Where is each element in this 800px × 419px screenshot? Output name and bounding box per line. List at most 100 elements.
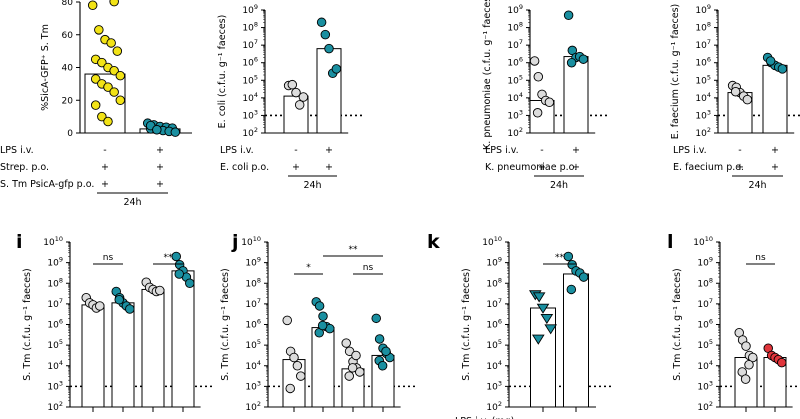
y-tick-label: 109 bbox=[245, 256, 261, 269]
tick-exponent: 3 bbox=[707, 108, 711, 116]
row-label: Strep. p.o. bbox=[0, 162, 49, 173]
data-point bbox=[318, 311, 328, 322]
panel-h: 0 20 40 60 80 %SicA-GFP⁺ S. Tm LPS i.v. - + Strep… bbox=[0, 0, 192, 208]
tick-base: 10 bbox=[507, 94, 519, 104]
row-value: - bbox=[738, 145, 741, 156]
y-tick-label: 20 bbox=[62, 96, 74, 106]
tick-exponent: 8 bbox=[707, 21, 711, 29]
data-point bbox=[114, 295, 124, 305]
data-point bbox=[95, 301, 105, 311]
tick-base: 10 bbox=[242, 129, 254, 139]
row-value: + bbox=[156, 145, 164, 156]
y-tick-label: 80 bbox=[62, 0, 74, 8]
tick-exponent: 3 bbox=[59, 379, 63, 387]
y-tick-label: 108 bbox=[697, 276, 713, 289]
data-point bbox=[185, 278, 195, 289]
data-point bbox=[125, 304, 135, 314]
data-point bbox=[103, 116, 113, 127]
data-point bbox=[320, 29, 331, 40]
y-tick-label: 106 bbox=[507, 56, 523, 69]
tick-base: 10 bbox=[697, 321, 709, 331]
data-point bbox=[97, 111, 107, 122]
timepoint-label: 24h bbox=[123, 197, 141, 208]
data-point bbox=[347, 363, 358, 373]
data-point bbox=[765, 56, 776, 66]
tick-exponent: 7 bbox=[254, 38, 258, 46]
y-tick-label: 1010 bbox=[482, 235, 502, 248]
row-value: + bbox=[572, 162, 580, 173]
tick-exponent: 7 bbox=[707, 38, 711, 46]
y-axis-label: S. Tm (c.f.u. g⁻¹ faeces) bbox=[672, 268, 683, 380]
tick-exponent: 7 bbox=[257, 297, 261, 305]
tick-base: 10 bbox=[697, 382, 709, 392]
y-tick-label: 105 bbox=[486, 338, 502, 351]
y-tick-label: 107 bbox=[697, 297, 713, 310]
y-axis-label: S. Tm (c.f.u. g⁻¹ faeces) bbox=[461, 268, 472, 380]
data-point bbox=[341, 338, 351, 348]
tick-exponent: 6 bbox=[519, 56, 523, 64]
significance-label: * bbox=[306, 263, 311, 273]
tick-exponent: 8 bbox=[519, 21, 523, 29]
tick-base: 10 bbox=[507, 6, 519, 16]
panel-label: j bbox=[231, 231, 239, 253]
tick-base: 10 bbox=[47, 362, 59, 372]
median-bar bbox=[171, 270, 195, 408]
y-tick-label: 109 bbox=[47, 256, 63, 269]
significance-label: ns bbox=[103, 253, 114, 263]
data-point bbox=[316, 17, 327, 28]
tick-exponent: 8 bbox=[59, 276, 63, 284]
row-value: + bbox=[101, 162, 109, 173]
tick-base: 10 bbox=[507, 24, 519, 34]
tick-base: 10 bbox=[507, 59, 519, 69]
row-label: E. coli p.o. bbox=[220, 162, 269, 173]
tick-exponent: 2 bbox=[707, 126, 711, 134]
median-bar bbox=[563, 273, 589, 408]
row-label: S. Tm PsicA-gfp p.o. bbox=[0, 179, 94, 190]
data-point bbox=[540, 314, 554, 325]
y-tick-label: 107 bbox=[695, 38, 711, 51]
data-point bbox=[544, 324, 558, 335]
y-tick-label: 104 bbox=[245, 359, 261, 372]
data-point bbox=[282, 315, 292, 326]
tick-base: 10 bbox=[697, 341, 709, 351]
tick-exponent: 8 bbox=[709, 276, 713, 284]
tick-base: 10 bbox=[507, 129, 519, 139]
tick-exponent: 9 bbox=[254, 3, 258, 11]
tick-base: 10 bbox=[695, 24, 707, 34]
y-tick-label: 108 bbox=[507, 21, 523, 34]
data-point bbox=[287, 79, 298, 90]
row-label: LPS i.v. bbox=[673, 145, 707, 156]
y-tick-label: 104 bbox=[697, 359, 713, 372]
tick-base: 10 bbox=[47, 382, 59, 392]
tick-base: 10 bbox=[486, 259, 498, 269]
tick-base: 10 bbox=[245, 259, 257, 269]
tick-base: 10 bbox=[242, 76, 254, 86]
y-axis-label: S. Tm (c.f.u. g⁻¹ faeces) bbox=[220, 268, 231, 380]
tick-base: 10 bbox=[695, 59, 707, 69]
y-tick-label: 105 bbox=[695, 73, 711, 86]
data-point bbox=[381, 346, 391, 357]
tick-exponent: 4 bbox=[707, 91, 711, 99]
tick-base: 10 bbox=[693, 238, 705, 248]
tick-base: 10 bbox=[242, 59, 254, 69]
tick-base: 10 bbox=[47, 300, 59, 310]
y-tick-label: 107 bbox=[507, 38, 523, 51]
tick-exponent: 10 bbox=[253, 235, 261, 243]
tick-base: 10 bbox=[697, 259, 709, 269]
y-tick-label: 102 bbox=[47, 400, 63, 413]
data-point bbox=[155, 285, 165, 296]
tick-base: 10 bbox=[486, 403, 498, 413]
y-tick-label: 1010 bbox=[693, 235, 713, 248]
tick-exponent: 6 bbox=[59, 318, 63, 326]
tick-base: 10 bbox=[486, 279, 498, 289]
data-point bbox=[115, 95, 126, 105]
significance-label: ** bbox=[349, 245, 359, 255]
median-bar bbox=[81, 304, 105, 408]
row-label: E. faecium p.o. bbox=[673, 162, 744, 173]
row-value: + bbox=[101, 179, 109, 190]
tick-exponent: 3 bbox=[709, 379, 713, 387]
data-point bbox=[532, 108, 543, 118]
tick-base: 10 bbox=[47, 279, 59, 289]
